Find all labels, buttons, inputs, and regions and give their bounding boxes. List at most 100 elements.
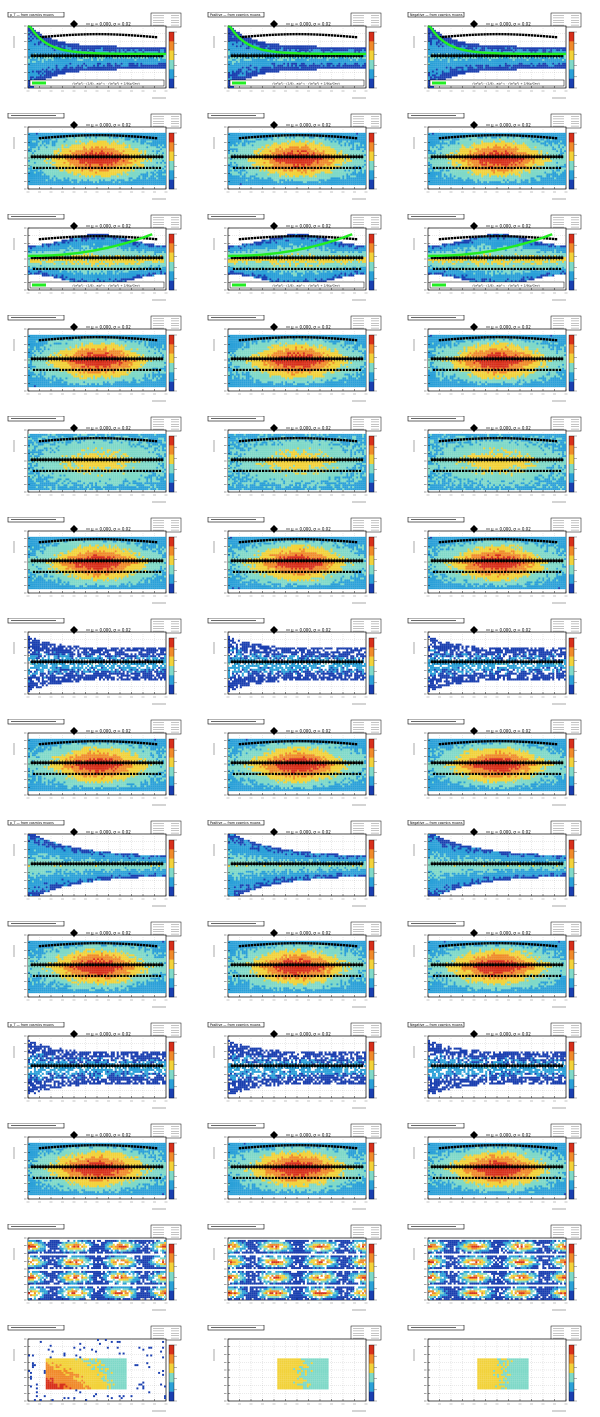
stats-box [551,215,581,229]
heatmap-svg: μ = 0.000, σ = 0.02 [406,921,586,1013]
color-scale-bar [369,537,377,593]
legend-text: μ = 0.000, σ = 0.02 [91,930,131,935]
color-scale-bar [569,840,577,896]
heatmap-svg: μ = 0.000, σ = 0.02 [206,517,386,609]
legend-text: μ = 0.000, σ = 0.02 [91,627,131,632]
stats-box [351,215,381,229]
heatmap-svg: μ = 0.000, σ = 0.02 [206,416,386,508]
legend-text: μ = 0.000, σ = 0.02 [91,122,131,127]
heatmap-svg: μ = 0.000, σ = 0.02 [206,719,386,811]
stats-box [351,821,381,835]
plot-panel-r4-c2: μ = 0.000, σ = 0.02 [406,416,586,508]
color-scale-bar [169,1042,177,1098]
plot-panel-r3-c0: μ = 0.000, σ = 0.02 [6,315,186,407]
plot-panel-r2-c1: μ = 0.000, σ = 0.02 √(a²/p²) - (1/8) , a/… [206,214,386,306]
color-scale-bar [569,1143,577,1199]
legend-text: μ = 0.000, σ = 0.02 [491,1132,531,1137]
heatmap-svg: μ = 0.000, σ = 0.02 [206,921,386,1013]
color-scale-bar [169,234,177,290]
plot-panel-r13-c2 [406,1325,586,1417]
color-scale-bar [169,133,177,189]
heatmap-svg: μ = 0.000, σ = 0.02 [206,315,386,407]
heatmap-svg: μ = 0.000, σ = 0.02 [206,618,386,710]
stats-box [351,1225,381,1239]
legend-text: μ = 0.000, σ = 0.02 [291,122,331,127]
color-scale-bar [369,840,377,896]
legend-text: μ = 0.000, σ = 0.02 [291,829,331,834]
color-scale-bar [569,941,577,997]
panel-title: p_T — from cosmics muons [10,13,54,17]
legend-text: μ = 0.000, σ = 0.02 [291,627,331,632]
fit-formula-text: √(a²/p²) - (1/8) , a/p²·c · √(a²/p²) + 2… [472,82,540,86]
heatmap-svg: μ = 0.000, σ = 0.02 [6,921,186,1013]
color-scale-bar [169,1143,177,1199]
heatmap-svg: Positive — from cosmics muons μ = 0.000, … [206,820,386,912]
heatmap-svg: μ = 0.000, σ = 0.02 [6,1123,186,1215]
heatmap-svg: μ = 0.000, σ = 0.02 [406,517,586,609]
color-scale-bar [369,1244,377,1300]
legend-text: μ = 0.000, σ = 0.02 [91,223,131,228]
heatmap-svg: μ = 0.000, σ = 0.02 [406,1123,586,1215]
plot-panel-r12-c0 [6,1224,186,1316]
color-scale-bar [569,133,577,189]
stats-box [351,518,381,532]
stats-box [351,1023,381,1037]
color-scale-bar [569,739,577,795]
plot-panel-r7-c1: μ = 0.000, σ = 0.02 [206,719,386,811]
stats-box [151,720,181,734]
legend-text: μ = 0.000, σ = 0.02 [91,1031,131,1036]
stats-box [351,720,381,734]
panel-title: Positive — from cosmics muons [210,1023,261,1027]
color-scale-bar [169,1244,177,1300]
legend-text: μ = 0.000, σ = 0.02 [291,526,331,531]
plot-panel-r8-c0: p_T — from cosmics muons μ = 0.000, σ = 0… [6,820,186,912]
legend-text: μ = 0.000, σ = 0.02 [91,829,131,834]
stats-box [151,215,181,229]
plot-panel-r6-c1: μ = 0.000, σ = 0.02 [206,618,386,710]
stats-box [151,13,181,27]
panel-title: Negative — from cosmics muons [410,821,463,825]
heatmap-svg: μ = 0.000, σ = 0.02 [6,113,186,205]
color-scale-bar [169,638,177,694]
legend-text: μ = 0.000, σ = 0.02 [91,425,131,430]
heatmap-svg [406,1325,586,1417]
color-scale-bar [369,941,377,997]
stats-box [151,821,181,835]
heatmap-svg: μ = 0.000, σ = 0.02 [406,719,586,811]
color-scale-bar [569,1244,577,1300]
legend-text: μ = 0.000, σ = 0.02 [291,21,331,26]
legend-text: μ = 0.000, σ = 0.02 [291,223,331,228]
color-scale-bar [169,32,177,88]
panel-title: p_T — from cosmics muons [10,821,54,825]
panel-title: Positive — from cosmics muons [210,821,261,825]
panel-title: Negative — from cosmics muons [410,1023,463,1027]
plot-panel-r9-c1: μ = 0.000, σ = 0.02 [206,921,386,1013]
plot-panel-r6-c2: μ = 0.000, σ = 0.02 [406,618,586,710]
heatmap-svg [6,1224,186,1316]
panel-title: Negative — from cosmics muons [410,13,463,17]
plot-panel-r5-c0: μ = 0.000, σ = 0.02 [6,517,186,609]
legend-text: μ = 0.000, σ = 0.02 [491,21,531,26]
plot-panel-r6-c0: μ = 0.000, σ = 0.02 [6,618,186,710]
plot-panel-r4-c1: μ = 0.000, σ = 0.02 [206,416,386,508]
stats-box [551,922,581,936]
heatmap-svg [6,1325,186,1417]
fit-formula-text: √(a²/p²) - (1/8) , a/p²·c · √(a²/p²) + 2… [272,284,340,288]
stats-box [551,13,581,27]
heatmap-svg: μ = 0.000, σ = 0.02√(a²/p²) - (1/8) , a/… [6,214,186,306]
plot-panel-r1-c0: μ = 0.000, σ = 0.02 [6,113,186,205]
color-scale-bar [569,537,577,593]
color-scale-bar [169,537,177,593]
color-scale-bar [369,133,377,189]
stats-box [151,1124,181,1138]
plot-panel-r4-c0: μ = 0.000, σ = 0.02 [6,416,186,508]
heatmap-svg: μ = 0.000, σ = 0.02 [406,618,586,710]
plot-panel-r2-c2: μ = 0.000, σ = 0.02√(a²/p²) - (1/8) , a/… [406,214,586,306]
legend-text: μ = 0.000, σ = 0.02 [291,1132,331,1137]
